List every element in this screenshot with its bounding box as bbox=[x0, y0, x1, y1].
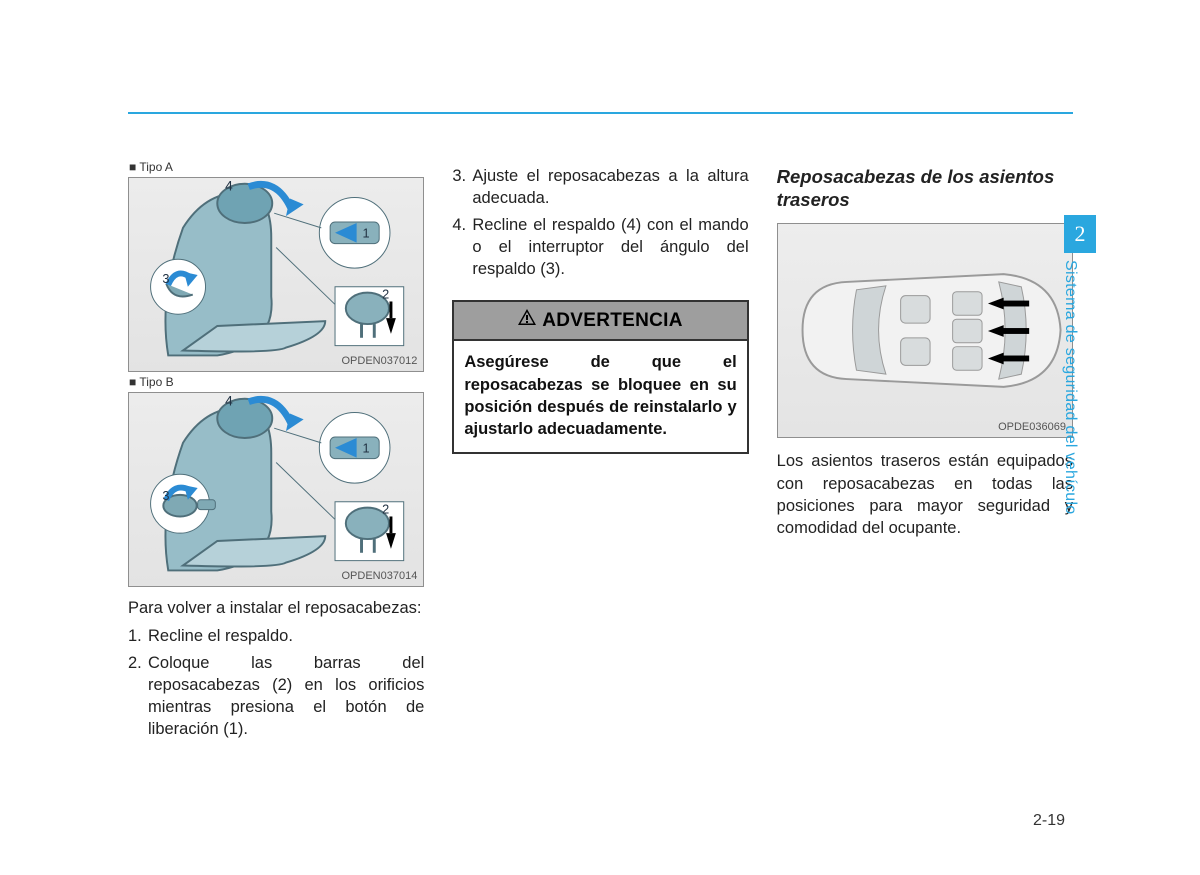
diagram-code-b: OPDEN037014 bbox=[342, 570, 418, 582]
warning-triangle-icon bbox=[518, 309, 536, 331]
seat-illustration-b: 4 3 1 bbox=[129, 393, 423, 586]
warning-body: Asegúrese de que el reposacabezas se blo… bbox=[454, 341, 746, 452]
svg-text:1: 1 bbox=[363, 226, 370, 241]
warning-header: ADVERTENCIA bbox=[454, 302, 746, 341]
svg-text:1: 1 bbox=[363, 441, 370, 456]
column-3: Reposacabezas de los asientos traseros bbox=[777, 165, 1073, 741]
diagram-code-a: OPDEN037012 bbox=[342, 355, 418, 367]
col2-step3: 3. Ajuste el reposacabezas a la altura a… bbox=[452, 165, 748, 210]
content-columns: ■ Tipo A 4 3 1 bbox=[128, 165, 1073, 741]
chapter-tab: 2 bbox=[1064, 215, 1096, 253]
car-diagram-code: OPDE036069 bbox=[998, 421, 1066, 433]
col1-intro: Para volver a instalar el reposacabezas: bbox=[128, 597, 424, 619]
col2-step4: 4. Recline el respaldo (4) con el mando … bbox=[452, 214, 748, 281]
step1-num: 1. bbox=[128, 625, 148, 647]
step4-text: Recline el respaldo (4) con el mando o e… bbox=[472, 214, 748, 281]
warning-title: ADVERTENCIA bbox=[542, 310, 683, 331]
diagram-type-b: ■ Tipo B 4 3 1 bbox=[128, 392, 424, 587]
car-diagram: OPDE036069 bbox=[777, 223, 1073, 438]
svg-text:3: 3 bbox=[162, 271, 169, 286]
top-rule bbox=[128, 112, 1073, 114]
col3-heading: Reposacabezas de los asientos traseros bbox=[777, 165, 1073, 211]
step1-text: Recline el respaldo. bbox=[148, 625, 424, 647]
col3-paragraph: Los asientos traseros están equipados co… bbox=[777, 450, 1073, 539]
diagram-type-a: ■ Tipo A 4 3 1 bbox=[128, 177, 424, 372]
column-2: 3. Ajuste el reposacabezas a la altura a… bbox=[452, 165, 748, 741]
column-1: ■ Tipo A 4 3 1 bbox=[128, 165, 424, 741]
chapter-title-text: Sistema de seguridad del vehículo bbox=[1061, 260, 1079, 515]
step4-num: 4. bbox=[452, 214, 472, 281]
seat-illustration-a: 4 3 1 bbox=[129, 178, 423, 371]
svg-text:2: 2 bbox=[382, 502, 389, 517]
svg-text:4: 4 bbox=[225, 394, 233, 409]
step2-num: 2. bbox=[128, 652, 148, 741]
car-top-illustration bbox=[778, 224, 1072, 437]
step3-text: Ajuste el reposacabezas a la altura adec… bbox=[472, 165, 748, 210]
svg-text:3: 3 bbox=[162, 488, 169, 503]
warning-box: ADVERTENCIA Asegúrese de que el reposaca… bbox=[452, 300, 748, 454]
diagram-label-a: ■ Tipo A bbox=[129, 160, 173, 174]
svg-text:2: 2 bbox=[382, 287, 389, 302]
chapter-title-vertical: Sistema de seguridad del vehículo bbox=[1061, 260, 1099, 580]
svg-text:4: 4 bbox=[225, 179, 233, 194]
step3-num: 3. bbox=[452, 165, 472, 210]
step2-text: Coloque las barras del reposacabezas (2)… bbox=[148, 652, 424, 741]
diagram-label-b: ■ Tipo B bbox=[129, 375, 174, 389]
page-number: 2-19 bbox=[1033, 812, 1065, 830]
col1-step1: 1. Recline el respaldo. bbox=[128, 625, 424, 647]
col1-step2: 2. Coloque las barras del reposacabezas … bbox=[128, 652, 424, 741]
